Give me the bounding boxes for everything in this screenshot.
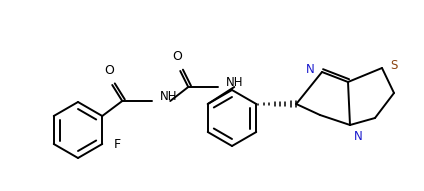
Text: N: N xyxy=(354,130,363,143)
Text: O: O xyxy=(104,64,114,77)
Text: S: S xyxy=(390,58,397,71)
Text: N: N xyxy=(306,62,315,75)
Text: NH: NH xyxy=(160,90,178,103)
Text: F: F xyxy=(114,138,121,151)
Text: O: O xyxy=(172,50,182,63)
Text: NH: NH xyxy=(226,75,244,88)
